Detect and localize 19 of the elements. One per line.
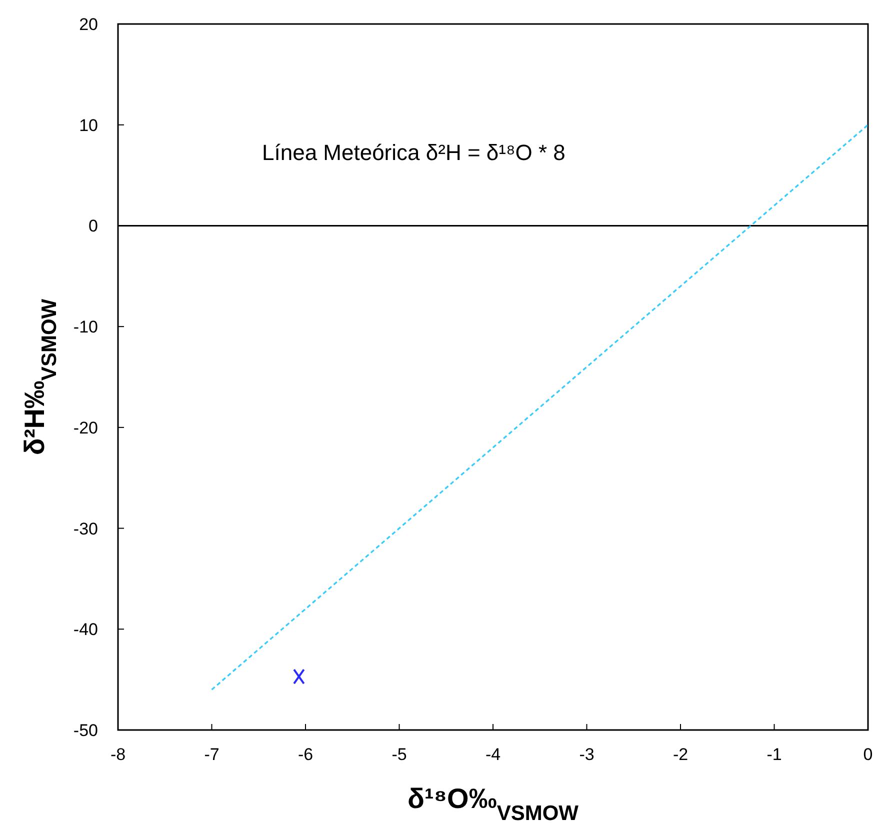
y-tick-label: 20 (79, 15, 98, 34)
x-tick-label: -1 (766, 745, 782, 764)
x-tick-label: -3 (579, 745, 594, 764)
x-tick-label: -4 (485, 745, 501, 764)
annotation: Línea Meteórica δ²H = δ¹⁸O * 8 (262, 140, 566, 166)
y-tick-label: -10 (73, 318, 98, 337)
y-tick-label: 0 (88, 216, 98, 236)
y-tick-label: -30 (73, 519, 98, 538)
y-tick-label: -20 (73, 418, 98, 438)
x-axis-title: δ¹⁸O‰$_{VSMOW}$ (408, 783, 579, 823)
x-tick-label: -6 (298, 745, 314, 764)
x-tick-label: -7 (204, 745, 220, 764)
x-tick-label: -2 (672, 745, 688, 764)
y-tick-label: -50 (73, 721, 98, 740)
y-tick-label: 10 (79, 116, 98, 135)
y-tick-label: -40 (73, 620, 98, 640)
x-tick-label: 0 (863, 745, 873, 764)
x-tick-label: -8 (110, 745, 126, 764)
x-tick-label: -5 (392, 745, 407, 764)
